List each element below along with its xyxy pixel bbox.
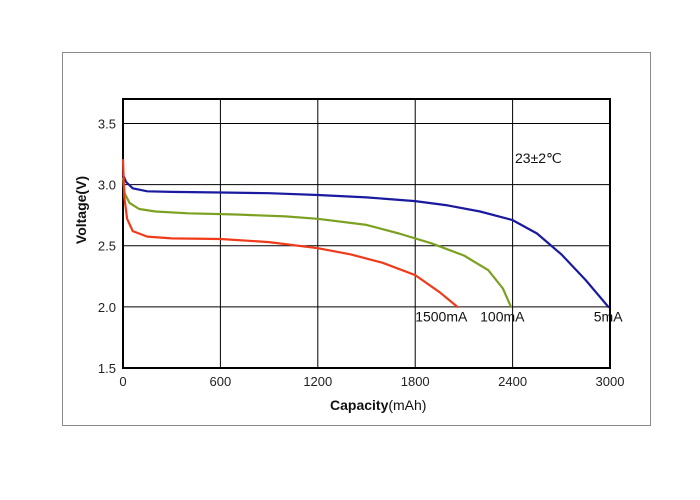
series-lines — [121, 159, 610, 308]
series-line-100mA — [121, 177, 513, 308]
plot-border — [122, 98, 611, 369]
y-axis-title: Voltage(V) — [73, 176, 89, 244]
y-tick-labels: 1.5 2.0 2.5 3.0 3.5 — [98, 116, 116, 376]
series-line-5mA — [121, 173, 610, 308]
series-line-1500mA — [121, 159, 459, 308]
y-tick-label: 2.0 — [98, 300, 116, 315]
x-tick-labels: 0 600 1200 1800 2400 3000 — [119, 374, 624, 389]
x-tick-label: 3000 — [596, 374, 625, 389]
x-axis-title-main: Capacity — [330, 397, 389, 413]
series-label-100mA: 100mA — [480, 309, 525, 325]
x-tick-label: 600 — [210, 374, 232, 389]
series-label-5mA: 5mA — [594, 309, 623, 325]
series-end-labels: 1500mA 100mA 5mA — [415, 309, 623, 325]
y-tick-label: 2.5 — [98, 239, 116, 254]
x-axis-title-unit: (mAh) — [388, 397, 426, 413]
y-tick-label: 3.5 — [98, 116, 116, 131]
temperature-annotation: 23±2℃ — [515, 150, 562, 166]
x-tick-label: 2400 — [498, 374, 527, 389]
y-tick-label: 1.5 — [98, 361, 116, 376]
y-tick-label: 3.0 — [98, 178, 116, 193]
x-tick-label: 1800 — [401, 374, 430, 389]
chart-frame — [62, 52, 651, 426]
x-tick-label: 0 — [119, 374, 126, 389]
grid-lines — [123, 99, 610, 368]
x-tick-label: 1200 — [303, 374, 332, 389]
series-label-1500mA: 1500mA — [415, 309, 468, 325]
x-axis-title: Capacity(mAh) — [330, 397, 426, 413]
